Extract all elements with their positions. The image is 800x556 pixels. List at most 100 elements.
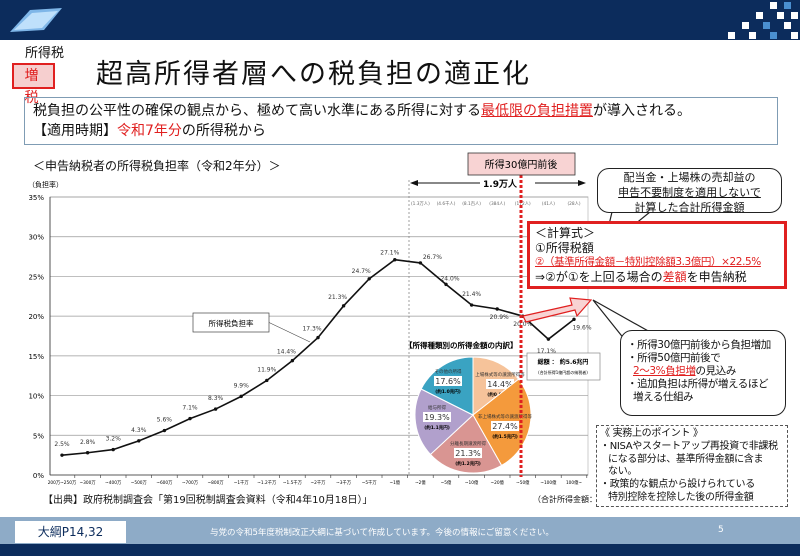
data-point bbox=[393, 258, 397, 262]
pie-slice-percent: 21.3% bbox=[455, 449, 481, 458]
points-text: 特別控除を控除した後の所得金額 bbox=[608, 491, 754, 503]
x-tick-label: 100億~ bbox=[566, 479, 582, 486]
data-label: 24.0% bbox=[440, 275, 459, 282]
summary-text: が導入される。 bbox=[593, 103, 691, 119]
data-label: 24.7% bbox=[352, 268, 371, 275]
bubble-text: 配当金・上場株の売却益の bbox=[623, 171, 756, 184]
x-tick-label: ~800万 bbox=[208, 480, 225, 486]
headcount-label: (1.3万人) bbox=[411, 201, 430, 207]
y-tick-label: 10% bbox=[28, 393, 44, 401]
footer-band bbox=[0, 517, 800, 544]
arrow-right-icon bbox=[578, 180, 586, 186]
x-tick-label: ~20億 bbox=[491, 479, 505, 486]
pie-slice-name: 給与所得 bbox=[428, 404, 446, 411]
pie-slice-name: 上場株式等の譲渡所得等 bbox=[475, 371, 525, 378]
period-text: の所得税から bbox=[181, 123, 266, 139]
data-label: 2.5% bbox=[54, 441, 70, 448]
pie-slice-percent: 14.4% bbox=[487, 380, 513, 389]
bubble-text: 増える仕組み bbox=[633, 391, 694, 403]
data-label: 3.2% bbox=[106, 436, 122, 443]
x-tick-label: ~1億 bbox=[389, 479, 400, 486]
y-axis-label: （負担率） bbox=[28, 180, 63, 189]
data-point bbox=[418, 261, 423, 265]
data-label: 7.1% bbox=[182, 405, 198, 412]
data-point bbox=[316, 335, 320, 340]
pie-label-bg bbox=[423, 412, 451, 422]
chart-title: ＜申告納税者の所得税負担率（令和2年分）＞ bbox=[33, 159, 281, 173]
formula-line: を申告納税 bbox=[686, 269, 747, 284]
x-tick-label: ~400万 bbox=[105, 480, 122, 486]
data-label: 11.9% bbox=[257, 366, 276, 373]
data-point bbox=[469, 303, 474, 307]
tax-category: 所得税 bbox=[25, 46, 65, 61]
logo-icon bbox=[10, 8, 62, 32]
pie-total-box bbox=[526, 352, 601, 381]
data-point bbox=[137, 439, 141, 443]
data-label: 17.1% bbox=[537, 348, 556, 355]
data-point bbox=[213, 407, 218, 411]
series-label-leader bbox=[267, 321, 311, 343]
top-banner bbox=[0, 0, 800, 40]
data-point bbox=[239, 394, 243, 399]
data-label: 5.6% bbox=[157, 417, 173, 424]
data-point bbox=[265, 378, 269, 383]
pie-title: 【所得種類別の所得金額の内訳】 bbox=[405, 340, 518, 350]
headcount-label: (41人) bbox=[542, 201, 555, 207]
series-label: 所得税負担率 bbox=[209, 318, 254, 328]
x-tick-label: ~1.5千万 bbox=[283, 479, 303, 486]
y-tick-label: 25% bbox=[28, 273, 44, 281]
data-label: 20.0% bbox=[513, 321, 532, 328]
arrow-left-icon bbox=[410, 180, 418, 186]
practical-points-box: 《 実務上のポイント 》 ・NISAやスタートアップ再投資で非課税 になる部分は… bbox=[596, 425, 788, 507]
y-tick-label: 20% bbox=[28, 313, 44, 321]
pie-slice-percent: 27.4% bbox=[492, 422, 518, 431]
data-label: 20.9% bbox=[490, 314, 509, 321]
bubble-text: ・所得30億円前後から負担増加 bbox=[627, 339, 771, 351]
points-text: ・NISAやスタートアップ再投資で非課税 bbox=[600, 440, 778, 452]
headcount-label: (28人) bbox=[567, 201, 580, 207]
data-point bbox=[572, 317, 576, 322]
points-text: ・政策的な観点から設けられている bbox=[600, 479, 755, 491]
data-point bbox=[162, 428, 167, 433]
x-tick-label: ~50億 bbox=[516, 479, 530, 486]
pie-label-bg bbox=[454, 448, 482, 458]
headcount-label: (384人) bbox=[489, 201, 505, 207]
pie-label-bg bbox=[491, 421, 519, 431]
pie-slice bbox=[429, 414, 503, 474]
bubble-text: ・追加負担は所得が増えるほど bbox=[627, 378, 769, 390]
data-point bbox=[290, 358, 295, 363]
data-label: 2.8% bbox=[80, 439, 96, 446]
threshold-label: 所得30億円前後 bbox=[485, 158, 558, 171]
source-citation: 【出典】政府税制調査会「第19回税制調査会資料（令和4年10月18日）」 bbox=[43, 495, 373, 506]
red-arrow-icon bbox=[522, 297, 593, 323]
series-label-box bbox=[192, 312, 270, 333]
data-label: 21.3% bbox=[328, 294, 347, 301]
x-tick-label: ~2億 bbox=[415, 479, 426, 486]
pie-slice-amount: (約1.5兆円) bbox=[492, 433, 518, 440]
pie-slice-name: 非上場株式等の譲渡所得等 bbox=[478, 413, 532, 420]
formula-line: ①所得税額 bbox=[535, 240, 594, 255]
data-point bbox=[367, 277, 371, 281]
x-axis-unit: （合計所得金額：円） bbox=[533, 495, 613, 504]
summary-box: 税負担の公平性の確保の観点から、極めて高い水準にある所得に対する最低限の負担措置… bbox=[24, 97, 778, 145]
bubble-text: ・所得50億円前後で bbox=[627, 352, 721, 364]
pie-slice-percent: 17.6% bbox=[435, 377, 461, 386]
data-label: 4.3% bbox=[131, 427, 147, 434]
data-point bbox=[188, 416, 192, 421]
x-tick-label: ~100億 bbox=[540, 479, 557, 486]
pie-slice-amount: (約1.1兆円) bbox=[424, 424, 450, 431]
tax-increase-badge: 増 税 bbox=[12, 63, 55, 106]
data-point bbox=[444, 282, 448, 287]
pie-slice-name: 分離長期譲渡所得 bbox=[450, 440, 486, 447]
headcount-label: (8.1百人) bbox=[462, 201, 481, 207]
pie-slice-percent: 19.3% bbox=[424, 413, 450, 422]
points-text: ない。 bbox=[608, 466, 638, 478]
summary-highlight: 最低限の負担措置 bbox=[481, 103, 593, 119]
formula-box: ＜計算式＞ ①所得税額 ②（基準所得金額－特別控除額3.3億円）×22.5% ⇒… bbox=[527, 221, 787, 289]
threshold-box bbox=[467, 152, 576, 176]
pie-label-bg bbox=[486, 379, 514, 389]
pie-slice-amount: (約1.0兆円) bbox=[435, 388, 461, 395]
points-title: 《 実務上のポイント 》 bbox=[600, 428, 703, 439]
data-label: 21.4% bbox=[462, 291, 481, 298]
formula-title: ＜計算式＞ bbox=[535, 226, 596, 240]
